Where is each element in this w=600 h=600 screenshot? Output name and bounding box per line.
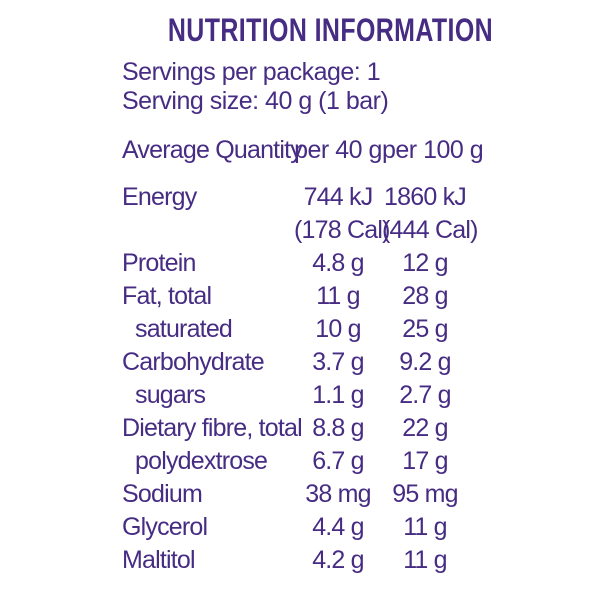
per-100g-value: 25 g: [402, 315, 448, 343]
per-serving-value: 38 mg: [305, 480, 371, 508]
per-serving-value: 11 g: [316, 282, 360, 310]
table-row-protein: Protein 4.8 g 12 g: [122, 247, 468, 280]
per-100g-value: 11 g: [403, 546, 447, 574]
panel-title: NUTRITION INFORMATION: [167, 12, 494, 48]
serving-size: Serving size: 40 g (1 bar): [122, 87, 389, 115]
per-serving-value: 1.1 g: [312, 381, 364, 409]
nutrition-panel: NUTRITION INFORMATION Servings per packa…: [122, 0, 493, 577]
nutrient-name: Carbohydrate: [122, 348, 265, 376]
per-serving-value: 4.2 g: [312, 546, 364, 574]
per-serving-value: 744 kJ: [303, 183, 374, 211]
panel-title-row: NUTRITION INFORMATION: [122, 14, 493, 46]
table-row-energy: Energy 744 kJ 1860 kJ: [122, 181, 468, 214]
table-row-saturated: saturated 10 g 25 g: [122, 313, 468, 346]
table-row-sugars: sugars 1.1 g 2.7 g: [122, 379, 468, 412]
nutrient-name: Glycerol: [122, 513, 208, 541]
per-100g-value: 95 mg: [392, 480, 458, 508]
per-100g-value: 9.2 g: [399, 348, 451, 376]
per-100g-value: 1860 kJ: [384, 183, 467, 211]
nutrient-name: Protein: [122, 249, 196, 277]
per-serving-value: 10 g: [315, 315, 361, 343]
nutrient-name: Maltitol: [122, 546, 196, 574]
per-serving-value: 8.8 g: [312, 414, 364, 442]
nutrient-name: sugars: [135, 381, 206, 409]
table-row-carbohydrate: Carbohydrate 3.7 g 9.2 g: [122, 346, 468, 379]
table-row-fat-total: Fat, total 11 g 28 g: [122, 280, 468, 313]
table-row-polydextrose: polydextrose 6.7 g 17 g: [122, 445, 468, 478]
table-row-maltitol: Maltitol 4.2 g 11 g: [122, 544, 468, 577]
column-header-nutrient: Average Quantity: [122, 136, 303, 164]
per-serving-value: 3.7 g: [312, 348, 364, 376]
column-header-per-100g: per 100 g: [382, 136, 484, 164]
nutrient-name: Sodium: [122, 480, 203, 508]
table-header-row: Average Quantity per 40 g per 100 g: [122, 134, 484, 167]
nutrient-name: Dietary fibre, total: [122, 414, 303, 442]
servings-per-package: Servings per package: 1: [122, 58, 381, 86]
per-100g-value: 22 g: [402, 414, 448, 442]
serving-info: Servings per package: 1 Serving size: 40…: [122, 58, 468, 116]
nutrition-table: Average Quantity per 40 g per 100 g Ener…: [122, 134, 484, 577]
nutrient-name: Fat, total: [122, 282, 212, 310]
table-row-glycerol: Glycerol 4.4 g 11 g: [122, 511, 468, 544]
per-serving-value: 4.4 g: [312, 513, 364, 541]
table-row-energy-calories: (178 Cal) (444 Cal): [122, 214, 478, 247]
table-row-sodium: Sodium 38 mg 95 mg: [122, 478, 468, 511]
nutrient-name: polydextrose: [135, 447, 268, 475]
per-100g-value: 12 g: [402, 249, 448, 277]
per-serving-value: 4.8 g: [312, 249, 364, 277]
per-serving-value: (178 Cal): [294, 216, 390, 244]
nutrient-name: saturated: [135, 315, 233, 343]
per-serving-value: 6.7 g: [312, 447, 364, 475]
per-100g-value: (444 Cal): [382, 216, 478, 244]
per-100g-value: 2.7 g: [399, 381, 451, 409]
nutrient-name: Energy: [122, 183, 197, 211]
per-100g-value: 28 g: [402, 282, 448, 310]
per-100g-value: 17 g: [402, 447, 448, 475]
table-row-dietary-fibre: Dietary fibre, total 8.8 g 22 g: [122, 412, 468, 445]
per-100g-value: 11 g: [403, 513, 447, 541]
column-header-per-serving: per 40 g: [294, 136, 382, 164]
